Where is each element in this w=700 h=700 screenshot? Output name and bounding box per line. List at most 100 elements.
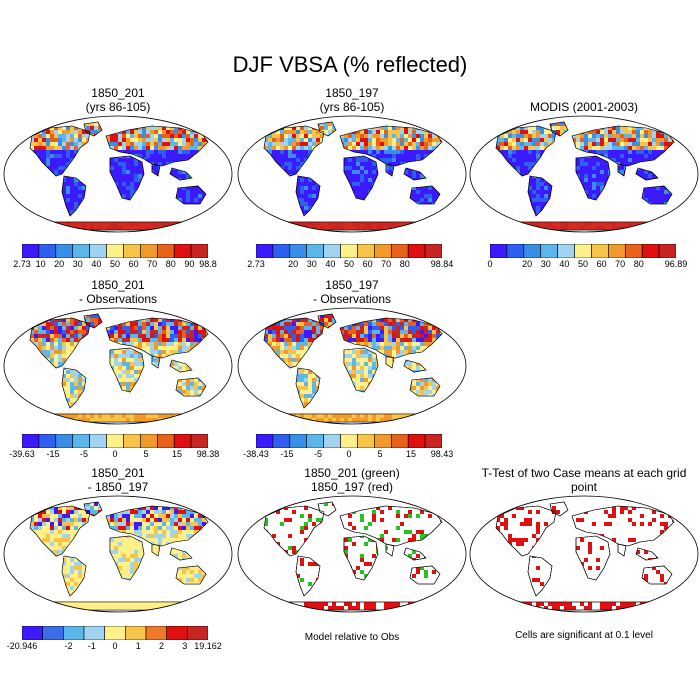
- colorbar-tick-label: 15: [171, 449, 183, 459]
- colorbar-swatch: [490, 244, 508, 258]
- colorbar-swatch: [55, 244, 74, 258]
- colorbar-swatch: [106, 244, 124, 258]
- colorbar-swatch: [608, 244, 626, 258]
- map-border: [469, 115, 699, 233]
- colorbar-swatch: [72, 244, 90, 258]
- colorbar-tick-label: 40: [91, 259, 102, 269]
- colorbar-swatch: [289, 434, 308, 448]
- colorbar-swatch: [187, 626, 208, 640]
- colorbar-swatch: [256, 244, 274, 258]
- colorbar-swatch: [658, 244, 676, 258]
- colorbar-swatch: [55, 434, 74, 448]
- colorbar-swatch: [140, 244, 158, 258]
- colorbar-tick-label: -5: [79, 449, 89, 459]
- world-map: [3, 307, 233, 425]
- colorbar-swatch: [272, 244, 291, 258]
- colorbar-swatch: [173, 434, 192, 448]
- colorbar-swatch: [38, 244, 57, 258]
- colorbar: 2.73 20 30 40 50 60 70 80 98.84: [247, 244, 453, 269]
- colorbar-swatch: [540, 244, 558, 258]
- panel-title-line-1: 1850_201 (green): [304, 466, 400, 480]
- colorbar-tick-label: 80: [399, 259, 410, 269]
- colorbar-swatch: [323, 434, 341, 448]
- colorbar-swatch: [424, 434, 442, 448]
- colorbar-swatch: [104, 626, 126, 640]
- world-map: [469, 115, 699, 233]
- world-map: [3, 115, 233, 233]
- panel-title-line-1: 1850_201: [91, 86, 145, 100]
- colorbar-swatch: [306, 434, 324, 448]
- panel-title: 1850_197 - Observations: [236, 278, 468, 306]
- colorbar-swatch: [123, 434, 141, 448]
- colorbar-tick-label: 90: [184, 259, 195, 269]
- colorbar: -20.946 -2 -1 0 1 2 3 19.162: [7, 626, 222, 651]
- colorbar-swatch: [357, 244, 375, 258]
- panel-title-line-2: 1850_197 (red): [310, 480, 394, 494]
- panel-title: MODIS (2001-2003): [468, 86, 700, 114]
- colorbar-tick-label: 60: [362, 259, 373, 269]
- colorbar-tick-label: 60: [128, 259, 139, 269]
- colorbar-swatch: [145, 626, 167, 640]
- colorbar-swatch: [123, 244, 141, 258]
- world-map: [237, 495, 467, 613]
- colorbar-tick-label: 30: [540, 259, 551, 269]
- colorbar-swatch: [390, 244, 409, 258]
- panel-model-comparison: 1850_201 (green) 1850_197 (red): [236, 466, 468, 614]
- colorbar-swatch: [591, 244, 609, 258]
- colorbar-swatch: [574, 244, 592, 258]
- continent-africa: [575, 535, 611, 581]
- colorbar-swatch: [106, 434, 124, 448]
- world-map: [237, 307, 467, 425]
- colorbar-swatch: [166, 626, 188, 640]
- colorbar-tick-label: 40: [559, 259, 570, 269]
- map-border: [3, 495, 233, 613]
- continent-namerica: [495, 505, 557, 557]
- colorbar-tick-label: -20.946: [6, 641, 38, 651]
- colorbar: 0 20 30 40 50 60 70 80 96.89: [487, 244, 687, 269]
- colorbar-tick-label: 0: [112, 449, 118, 459]
- colorbar-tick-label: 98.8: [199, 259, 217, 269]
- colorbar: 2.73 10 20 30 40 50 60 70 80 90 98.8: [13, 244, 217, 269]
- panel-modis: MODIS (2001-2003): [468, 86, 700, 234]
- colorbar-swatch: [125, 626, 147, 640]
- colorbar-tick-label: 5: [377, 449, 383, 459]
- colorbar-swatch: [289, 244, 308, 258]
- panel-title-line-1: 1850_197: [325, 278, 379, 292]
- colorbar-tick-label: 0: [346, 449, 352, 459]
- colorbar-swatch: [63, 626, 85, 640]
- colorbar-tick-label: 50: [343, 259, 355, 269]
- colorbar-swatches: [490, 244, 676, 258]
- colorbar-tick-label: 50: [109, 259, 121, 269]
- colorbar-swatch: [22, 434, 40, 448]
- panel-1850-197: 1850_197 (yrs 86-105): [236, 86, 468, 234]
- colorbar-swatch: [323, 244, 341, 258]
- panel-title-line-2: - 1850_197: [87, 480, 149, 494]
- colorbar-tick-label: 96.89: [664, 259, 688, 269]
- colorbar-swatch: [641, 244, 660, 258]
- colorbar-tick-label: 19.162: [194, 641, 222, 651]
- colorbar-tick-label: -38.43: [243, 449, 269, 459]
- colorbar-tick-label: 1: [135, 641, 141, 651]
- map-border: [237, 495, 467, 613]
- colorbar-tick-label: 70: [147, 259, 158, 269]
- panel-title: 1850_197 (yrs 86-105): [236, 86, 468, 114]
- colorbar-tick-label: 20: [54, 259, 65, 269]
- colorbar-swatch: [140, 434, 158, 448]
- colorbar-tick-label: 15: [405, 449, 417, 459]
- colorbar-swatch: [38, 434, 57, 448]
- colorbar-swatch: [156, 434, 175, 448]
- colorbar-swatch: [557, 244, 575, 258]
- colorbar-tick-label: 60: [596, 259, 607, 269]
- panel-1850-201-minus-obs: 1850_201 - Observations: [2, 278, 234, 426]
- colorbar-swatch: [272, 434, 291, 448]
- colorbar-swatch: [340, 434, 358, 448]
- colorbar-swatch: [424, 244, 442, 258]
- continent-samerica: [527, 555, 553, 597]
- map-border: [469, 495, 699, 613]
- colorbar-swatches: [256, 244, 442, 258]
- map-border: [237, 307, 467, 425]
- colorbar-tick-label: 50: [577, 259, 589, 269]
- panel-title: 1850_201 - Observations: [2, 278, 234, 306]
- panel-1850-197-minus-obs: 1850_197 - Observations: [236, 278, 468, 426]
- colorbar-swatch: [22, 626, 43, 640]
